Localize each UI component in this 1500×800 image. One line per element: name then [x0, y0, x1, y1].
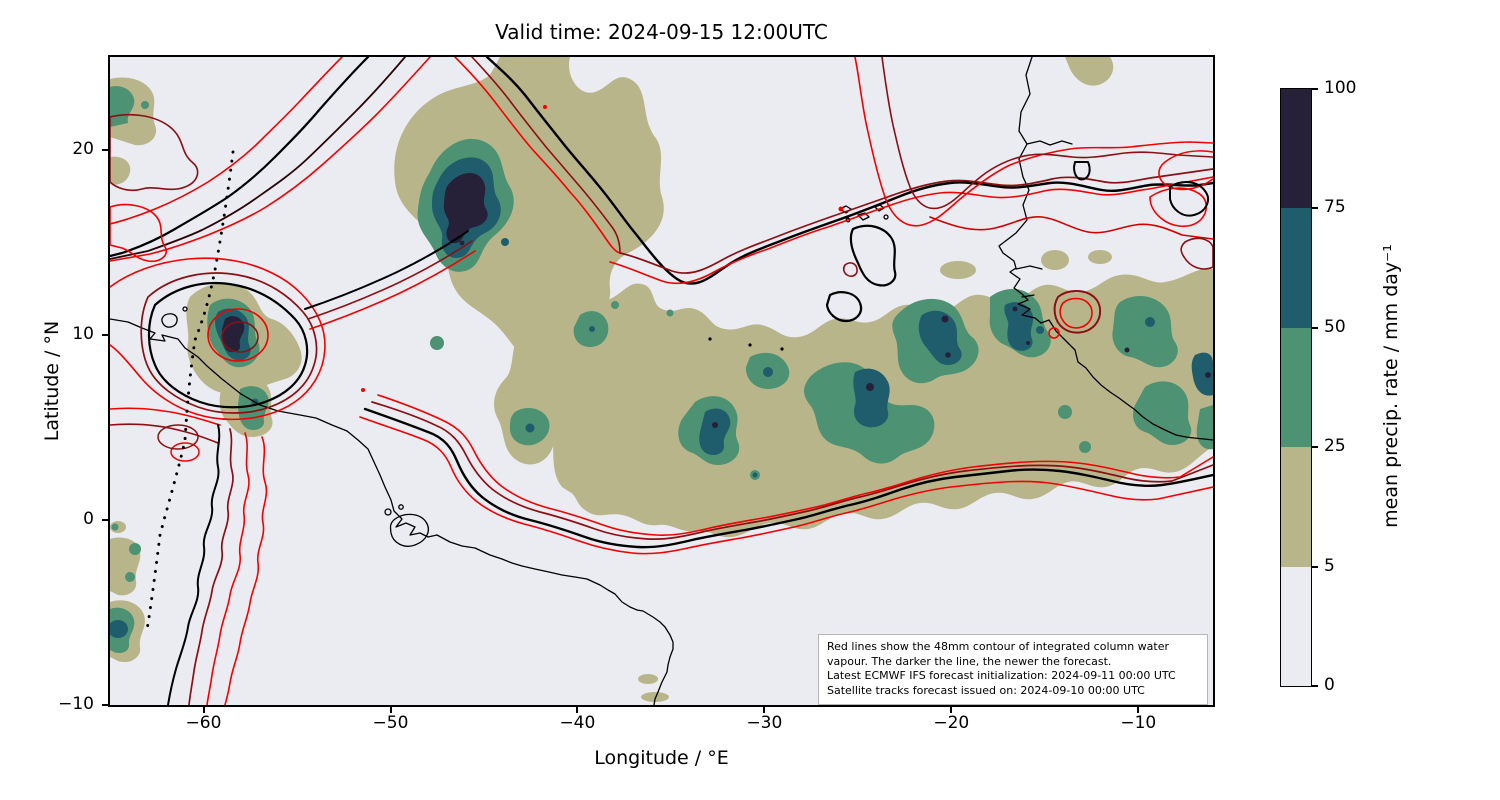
x-tick-label: −40	[559, 713, 596, 733]
colorbar-tick-label: 0	[1324, 675, 1335, 695]
forecast-note: Red lines show the 48mm contour of integ…	[818, 634, 1208, 706]
colorbar	[1280, 88, 1312, 687]
satellite-track	[145, 150, 235, 632]
colorbar-tick	[1312, 565, 1318, 568]
y-tick-label: 10	[72, 323, 94, 344]
note-line-3: Latest ECMWF IFS forecast initialization…	[827, 669, 1176, 683]
y-tick	[102, 148, 108, 151]
x-tick	[576, 707, 579, 713]
x-tick-label: −60	[185, 713, 222, 733]
x-tick	[950, 707, 953, 713]
colorbar-tick	[1312, 207, 1318, 210]
plot-area	[108, 55, 1215, 707]
precip-fill-layer	[110, 57, 1213, 702]
plot-title: Valid time: 2024-09-15 12:00UTC	[495, 20, 828, 44]
colorbar-tick-label: 50	[1324, 316, 1346, 337]
x-tick	[202, 707, 205, 713]
colorbar-tick-label: 75	[1324, 197, 1346, 218]
note-line-1: Red lines show the 48mm contour of integ…	[827, 640, 1169, 653]
colorbar-segment-0-5	[1281, 566, 1311, 687]
colorbar-segment-5-25	[1281, 447, 1311, 567]
x-tick-label: −50	[372, 713, 409, 733]
colorbar-segment-50-75	[1281, 208, 1311, 328]
colorbar-tick	[1312, 326, 1318, 329]
colorbar-tick-label: 100	[1324, 78, 1357, 98]
coastline-layer	[110, 57, 1213, 705]
y-tick	[102, 704, 108, 706]
colorbar-segment-75-100	[1281, 89, 1311, 209]
y-tick	[102, 518, 108, 521]
colorbar-axis-label: mean precip. rate / mm day⁻¹	[1380, 244, 1402, 528]
colorbar-tick	[1312, 446, 1318, 449]
x-axis-label: Longitude / °E	[594, 747, 729, 769]
note-line-4: Satellite tracks forecast issued on: 202…	[827, 683, 1145, 697]
colorbar-tick	[1312, 88, 1318, 90]
colorbar-tick-label: 5	[1324, 555, 1335, 576]
x-tick-label: −20	[933, 713, 970, 733]
y-tick-label: 20	[72, 138, 94, 159]
x-tick-label: −10	[1120, 713, 1157, 733]
x-tick-label: −30	[746, 713, 783, 733]
y-axis-label: Latitude / °N	[41, 320, 63, 442]
x-tick	[389, 707, 392, 713]
x-tick	[763, 707, 766, 713]
colorbar-tick	[1312, 685, 1318, 687]
note-line-2: vapour. The darker the line, the newer t…	[827, 654, 1112, 668]
map-canvas	[110, 57, 1213, 705]
colorbar-tick-label: 25	[1324, 436, 1346, 457]
x-tick	[1137, 707, 1140, 713]
y-tick	[102, 333, 108, 336]
iwv-contour-layer	[110, 57, 1213, 705]
y-tick-label: 0	[83, 508, 94, 529]
colorbar-segment-25-50	[1281, 327, 1311, 448]
y-tick-label: −10	[58, 694, 94, 714]
